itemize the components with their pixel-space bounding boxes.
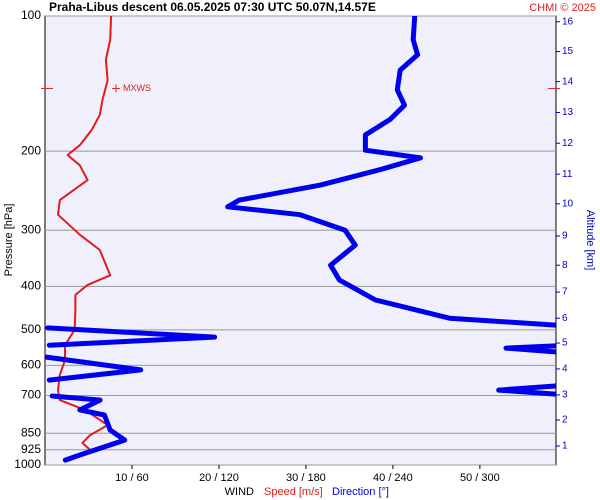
x-tick-label: 50 / 300 xyxy=(460,472,500,484)
y-tick-label: 200 xyxy=(21,143,41,157)
plot-lines xyxy=(45,16,556,463)
x-tick-label: 40 / 240 xyxy=(373,472,413,484)
y-tick-label: 300 xyxy=(21,222,41,236)
y2-tick-label: 7 xyxy=(562,287,568,298)
x-axis-label: WIND xyxy=(225,486,254,498)
chart-title: Praha-Libus descent 06.05.2025 07:30 UTC… xyxy=(49,0,376,14)
y2-tick-label: 6 xyxy=(562,313,568,324)
y2-tick-label: 9 xyxy=(562,231,568,242)
y2-tick-label: 8 xyxy=(562,260,568,271)
y-tick-label: 400 xyxy=(21,278,41,292)
y-tick-label: 700 xyxy=(21,388,41,402)
y2-tick-label: 3 xyxy=(562,390,568,401)
y2-tick-label: 11 xyxy=(562,169,573,180)
y-axis-label: Pressure [hPa] xyxy=(3,204,15,277)
y2-tick-label: 2 xyxy=(562,415,568,426)
y2-tick-label: 10 xyxy=(562,198,574,209)
y-tick-label: 600 xyxy=(21,358,41,372)
y2-tick-label: 15 xyxy=(562,46,574,57)
y2-axis-label: Altitude [km] xyxy=(584,210,596,271)
x-tick-label: 20 / 120 xyxy=(199,472,239,484)
y2-tick-label: 14 xyxy=(562,76,574,87)
y-tick-label: 500 xyxy=(21,322,41,336)
y-tick-label: 850 xyxy=(21,425,41,439)
y2-tick-label: 16 xyxy=(562,16,574,27)
profile-line xyxy=(45,16,556,463)
credit: CHMI © 2025 xyxy=(529,2,596,14)
plot-area xyxy=(44,15,557,466)
y-tick-label: 100 xyxy=(21,8,41,22)
y-tick-label: 925 xyxy=(21,442,41,456)
legend-direction: Direction [°] xyxy=(332,486,389,498)
x-tick-label: 30 / 180 xyxy=(286,472,326,484)
y2-tick-label: 4 xyxy=(562,364,568,375)
legend-speed: Speed [m/s] xyxy=(264,486,323,498)
x-tick-label: 10 / 60 xyxy=(115,472,149,484)
annotation: MXWS xyxy=(123,83,151,93)
y2-tick-label: 12 xyxy=(562,138,574,149)
y2-tick-label: 5 xyxy=(562,338,568,349)
y2-tick-label: 1 xyxy=(562,441,568,452)
y-tick-label: 1000 xyxy=(14,457,41,471)
y2-tick-label: 13 xyxy=(562,107,574,118)
